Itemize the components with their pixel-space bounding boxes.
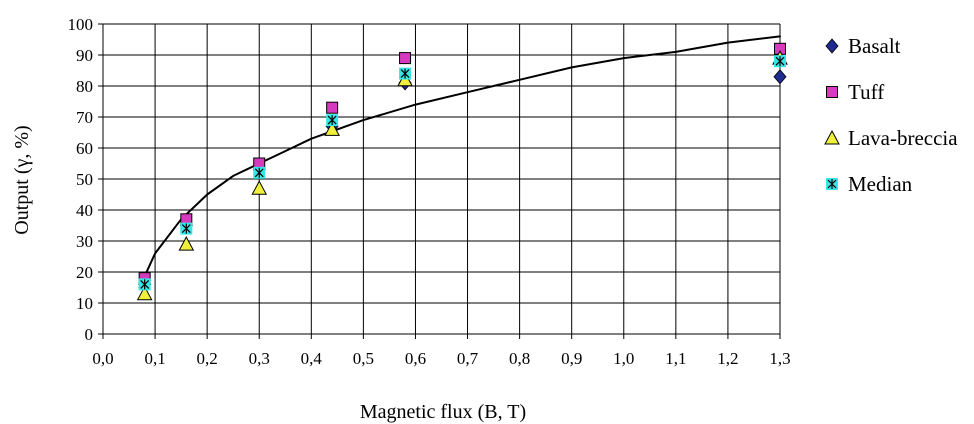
y-tick-label: 100 [68, 15, 94, 34]
y-tick-label: 10 [76, 294, 93, 313]
x-tick-label: 0,9 [561, 349, 582, 368]
trend-line-layer [138, 35, 781, 289]
x-tick-label: 0,2 [197, 349, 218, 368]
y-tick-label: 30 [76, 232, 93, 251]
x-tick-label: 1,0 [613, 349, 634, 368]
x-tick-label: 0,6 [405, 349, 426, 368]
x-tick-label: 1,2 [717, 349, 738, 368]
tuff-point [399, 52, 412, 65]
x-axis-title: Magnetic flux (B, T) [360, 401, 526, 423]
median-point [399, 67, 412, 80]
lava-breccia-point [251, 180, 268, 195]
y-tick-labels: 0 10 20 30 40 50 60 70 80 90 100 [68, 15, 94, 344]
y-tick-label: 40 [76, 201, 93, 220]
x-tick-label: 0,0 [92, 349, 113, 368]
y-tick-label: 20 [76, 263, 93, 282]
median-point [326, 114, 339, 127]
legend-label-median: Median [848, 172, 913, 196]
tuff-point [326, 101, 339, 114]
y-tick-label: 60 [76, 139, 93, 158]
x-tick-label: 0,5 [353, 349, 374, 368]
data-markers [136, 42, 788, 301]
x-tick-label: 0,1 [144, 349, 165, 368]
x-tick-label: 0,8 [509, 349, 530, 368]
y-tick-label: 70 [76, 108, 93, 127]
x-tick-label: 1,3 [769, 349, 790, 368]
x-tick-label: 1,1 [665, 349, 686, 368]
y-tick-label: 90 [76, 46, 93, 65]
median-point [774, 55, 786, 68]
y-tick-label: 80 [76, 77, 93, 96]
legend: Basalt Tuff Lava-breccia Median [824, 34, 958, 196]
median-point [138, 278, 151, 291]
x-tick-label: 0,4 [301, 349, 323, 368]
median-point [180, 222, 193, 235]
grid [98, 23, 781, 339]
legend-marker-tuff [826, 86, 838, 98]
y-axis-title: Output (γ, %) [11, 125, 33, 234]
x-tick-labels: 0,0 0,1 0,2 0,3 0,4 0,5 0,6 0,7 0,8 0,9 1,0 1,1 1,2 1… [92, 349, 790, 368]
median-point [253, 166, 266, 179]
basalt-point [773, 69, 787, 85]
legend-label-tuff: Tuff [848, 80, 884, 104]
lava-breccia-point [136, 285, 153, 301]
x-tick-label: 0,7 [457, 349, 479, 368]
legend-label-lava-breccia: Lava-breccia [848, 126, 958, 150]
legend-marker-median [826, 178, 838, 190]
lava-breccia-point [178, 236, 195, 251]
y-tick-label: 50 [76, 170, 93, 189]
lava-breccia-point [324, 121, 340, 136]
y-tick-label: 0 [85, 325, 94, 344]
legend-marker-lava-breccia [824, 129, 840, 145]
trend-line [138, 35, 781, 289]
legend-label-basalt: Basalt [848, 34, 901, 58]
legend-marker-basalt [825, 38, 839, 54]
x-tick-label: 0,3 [249, 349, 270, 368]
